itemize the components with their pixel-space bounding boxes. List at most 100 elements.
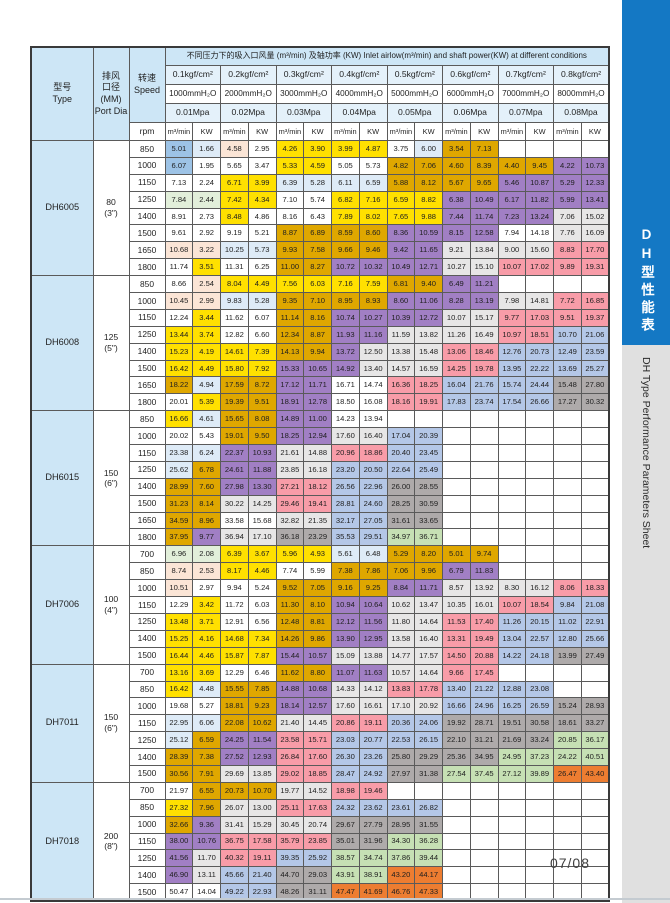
value-cell: 32.17 bbox=[331, 511, 360, 530]
value-cell: 30.32 bbox=[580, 393, 610, 412]
header-unit-flow: m³/min bbox=[331, 122, 360, 141]
bottom-divider bbox=[0, 898, 670, 900]
value-cell: 7.23 bbox=[497, 207, 527, 226]
empty-cell bbox=[469, 460, 499, 479]
value-cell: 37.23 bbox=[525, 748, 554, 766]
value-cell: 7.06 bbox=[414, 156, 443, 175]
value-cell: 9.61 bbox=[164, 224, 194, 243]
value-cell: 20.02 bbox=[164, 427, 194, 446]
value-cell: 14.45 bbox=[303, 714, 332, 733]
value-cell: 22.37 bbox=[220, 444, 249, 462]
value-cell: 14.13 bbox=[275, 342, 305, 361]
value-cell: 9.25 bbox=[358, 579, 388, 598]
value-cell: 19.11 bbox=[247, 849, 277, 868]
value-cell: 7.10 bbox=[275, 190, 305, 209]
value-cell: 25.12 bbox=[164, 731, 194, 750]
value-cell: 13.99 bbox=[553, 646, 582, 665]
value-cell: 7.86 bbox=[358, 562, 388, 581]
value-cell: 11.30 bbox=[275, 596, 305, 614]
model-name: DH7006 bbox=[30, 545, 94, 665]
value-cell: 24.18 bbox=[525, 646, 554, 665]
value-cell: 34.30 bbox=[386, 832, 416, 851]
empty-cell bbox=[469, 494, 499, 513]
value-cell: 4.40 bbox=[497, 156, 527, 175]
value-cell: 11.83 bbox=[469, 562, 499, 581]
rpm-value: 1250 bbox=[128, 612, 166, 631]
data-row: 1500 31.23 8.14 30.22 14.25 29.46 19.41 28.81 24… bbox=[31, 494, 610, 513]
value-cell: 8.84 bbox=[386, 579, 416, 598]
value-cell: 28.71 bbox=[469, 714, 499, 733]
value-cell: 6.71 bbox=[220, 173, 249, 192]
value-cell: 15.29 bbox=[247, 815, 277, 834]
value-cell: 12.34 bbox=[275, 325, 305, 344]
value-cell: 10.93 bbox=[247, 444, 277, 462]
data-row: DH7011 150 (6") 700 13.16 3.69 12.29 6.46 11.62… bbox=[30, 663, 610, 783]
value-cell: 27.79 bbox=[358, 815, 388, 834]
rpm-value: 1250 bbox=[128, 731, 166, 750]
value-cell: 9.42 bbox=[386, 241, 416, 260]
empty-cell bbox=[553, 140, 582, 158]
value-cell: 14.23 bbox=[331, 410, 360, 429]
value-cell: 9.88 bbox=[414, 207, 443, 226]
value-cell: 14.52 bbox=[303, 781, 332, 800]
value-cell: 11.63 bbox=[358, 663, 388, 682]
value-cell: 4.94 bbox=[192, 376, 221, 395]
value-cell: 6.48 bbox=[358, 545, 388, 564]
header-unit-power: KW bbox=[358, 122, 388, 141]
header-kgf: 0.2kgf/cm² bbox=[220, 65, 277, 85]
model-block-dh6008: DH6008 125 (5") 850 8.66 2.54 8.04 4.49 7.56 6.0… bbox=[30, 275, 610, 412]
port-dia: 150 (6") bbox=[92, 410, 130, 547]
value-cell: 11.26 bbox=[442, 325, 471, 344]
value-cell: 6.59 bbox=[386, 190, 416, 209]
value-cell: 11.02 bbox=[553, 612, 582, 631]
value-cell: 5.01 bbox=[164, 140, 194, 158]
value-cell: 16.18 bbox=[303, 460, 332, 479]
value-cell: 4.93 bbox=[303, 545, 332, 564]
rpm-value: 850 bbox=[128, 798, 166, 817]
empty-cell bbox=[497, 781, 527, 800]
value-cell: 8.59 bbox=[331, 224, 360, 243]
rpm-value: 1400 bbox=[128, 342, 166, 361]
value-cell: 3.47 bbox=[247, 156, 277, 175]
value-cell: 3.71 bbox=[192, 612, 221, 631]
value-cell: 28.25 bbox=[386, 494, 416, 513]
value-cell: 15.48 bbox=[553, 376, 582, 395]
value-cell: 10.07 bbox=[442, 308, 471, 327]
value-cell: 14.77 bbox=[386, 646, 416, 665]
data-row: 1400 28.99 7.60 27.98 13.30 27.21 18.12 26.56 22… bbox=[31, 477, 610, 496]
value-cell: 28.55 bbox=[414, 477, 443, 496]
rpm-value: 700 bbox=[128, 663, 166, 682]
value-cell: 27.54 bbox=[442, 764, 471, 783]
data-row: 1150 23.38 6.24 22.37 10.93 21.61 14.88 20.96 18… bbox=[31, 444, 610, 462]
empty-cell bbox=[580, 410, 610, 429]
value-cell: 6.43 bbox=[303, 207, 332, 226]
value-cell: 7.44 bbox=[442, 207, 471, 226]
value-cell: 7.72 bbox=[553, 292, 582, 310]
empty-cell bbox=[525, 798, 554, 817]
value-cell: 9.77 bbox=[192, 528, 221, 547]
value-cell: 16.59 bbox=[414, 359, 443, 378]
value-cell: 3.74 bbox=[192, 325, 221, 344]
value-cell: 25.27 bbox=[580, 359, 610, 378]
value-cell: 11.26 bbox=[497, 612, 527, 631]
value-cell: 7.10 bbox=[303, 292, 332, 310]
empty-cell bbox=[553, 815, 582, 834]
value-cell: 14.33 bbox=[331, 680, 360, 699]
value-cell: 7.76 bbox=[553, 224, 582, 243]
empty-cell bbox=[580, 663, 610, 682]
value-cell: 9.16 bbox=[331, 579, 360, 598]
header-kgf: 0.4kgf/cm² bbox=[331, 65, 388, 85]
value-cell: 7.34 bbox=[247, 629, 277, 648]
value-cell: 7.13 bbox=[164, 173, 194, 192]
value-cell: 6.89 bbox=[303, 224, 332, 243]
empty-cell bbox=[580, 460, 610, 479]
empty-cell bbox=[580, 832, 610, 851]
port-dia: 200 (8") bbox=[92, 781, 130, 902]
value-cell: 24.44 bbox=[525, 376, 554, 395]
value-cell: 31.55 bbox=[414, 815, 443, 834]
rpm-value: 850 bbox=[128, 140, 166, 158]
value-cell: 37.86 bbox=[386, 849, 416, 868]
value-cell: 34.59 bbox=[164, 511, 194, 530]
value-cell: 10.39 bbox=[386, 308, 416, 327]
value-cell: 46.90 bbox=[164, 866, 194, 885]
